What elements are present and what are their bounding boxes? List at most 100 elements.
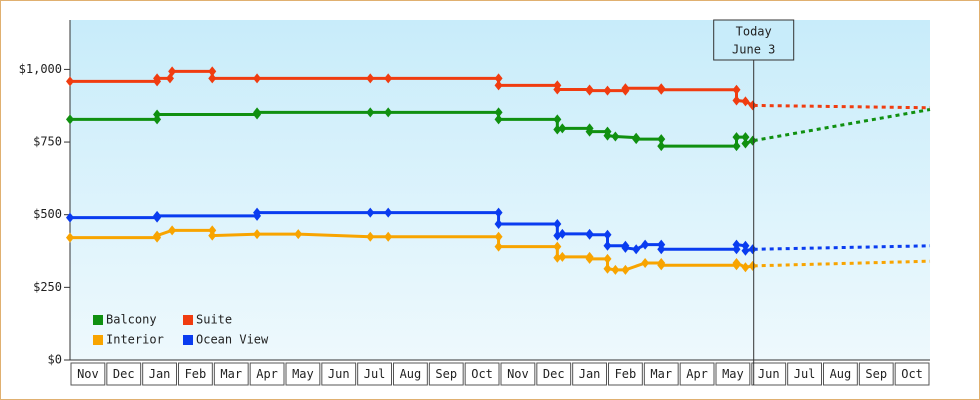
price-point [553, 114, 562, 125]
x-tick-label: Sep [865, 367, 887, 381]
x-tick-label: Nov [507, 367, 529, 381]
y-tick-label: $250 [33, 280, 62, 294]
price-point [657, 141, 666, 152]
price-point [253, 207, 262, 218]
price-point [741, 132, 750, 143]
price-point [553, 84, 562, 95]
legend-swatch [183, 335, 193, 345]
price-point [553, 219, 562, 229]
y-tick-label: $750 [33, 135, 62, 149]
price-point [384, 107, 393, 118]
x-tick-box [787, 362, 823, 386]
price-point [732, 132, 741, 143]
x-tick-box [679, 362, 715, 386]
price-point [494, 241, 503, 252]
today-label: June 3 [732, 43, 775, 57]
x-tick-box [894, 362, 930, 386]
x-tick-box [464, 362, 500, 386]
legend-label: Interior [106, 333, 164, 347]
price-point [66, 76, 74, 87]
x-tick-box [142, 362, 178, 386]
x-tick-box [106, 362, 142, 386]
legend-swatch [93, 335, 103, 345]
legend-label: Balcony [106, 313, 157, 327]
price-point [153, 230, 162, 241]
x-tick-box [357, 362, 392, 386]
price-point [558, 228, 567, 239]
price-point [494, 231, 503, 242]
price-point [208, 225, 217, 236]
price-point [657, 134, 666, 145]
x-tick-label: Feb [615, 367, 637, 381]
price-point [494, 80, 503, 91]
price-point [603, 263, 612, 274]
price-point [253, 107, 262, 118]
price-point [641, 239, 650, 250]
legend-label: Ocean View [196, 333, 269, 347]
price-point [621, 83, 630, 94]
x-tick-box [572, 362, 608, 386]
price-point [168, 225, 177, 236]
price-point [657, 260, 666, 271]
price-point [553, 252, 562, 263]
price-point [553, 241, 562, 252]
price-point [294, 229, 303, 240]
y-tick-label: $500 [33, 207, 62, 221]
x-tick-box [428, 362, 464, 386]
price-point [732, 84, 741, 95]
price-point [253, 73, 262, 84]
x-tick-label: Mar [650, 367, 672, 381]
price-point [603, 240, 612, 251]
x-tick-label: Jun [328, 367, 350, 381]
price-point [253, 229, 262, 240]
price-point [657, 84, 666, 95]
price-point [741, 262, 750, 273]
x-tick-box [70, 362, 106, 386]
price-point [208, 66, 217, 77]
projection-line [753, 103, 931, 110]
x-tick-label: Dec [543, 367, 565, 381]
price-point [558, 251, 567, 262]
x-tick-box [536, 362, 572, 386]
x-tick-box [213, 362, 249, 386]
price-point [585, 229, 594, 240]
price-point [741, 96, 750, 107]
price-point [732, 141, 741, 152]
price-point [748, 244, 757, 255]
price-point [384, 207, 393, 218]
price-point [494, 73, 503, 84]
price-point [558, 123, 567, 134]
price-point [494, 219, 503, 229]
legend-swatch [183, 315, 193, 325]
price-point [66, 114, 74, 125]
price-point [632, 244, 641, 255]
price-point [641, 257, 650, 268]
projection-line [753, 108, 931, 143]
projection-line [753, 259, 931, 268]
x-tick-label: Dec [113, 367, 135, 381]
price-point [603, 85, 612, 96]
price-point [603, 130, 612, 141]
price-point [366, 231, 375, 242]
legend-label: Suite [196, 313, 232, 327]
projection-line [753, 244, 931, 251]
price-point [585, 253, 594, 264]
x-tick-label: Sep [435, 367, 457, 381]
y-tick-label: $0 [48, 353, 62, 367]
y-tick-label: $1,000 [19, 62, 62, 76]
x-tick-box [321, 362, 357, 386]
price-point [585, 126, 594, 137]
x-tick-label: Oct [471, 367, 493, 381]
x-tick-box [285, 362, 321, 386]
x-tick-box [608, 362, 643, 386]
x-tick-box [715, 362, 751, 386]
x-tick-box [751, 362, 787, 386]
price-point [384, 73, 393, 84]
price-point [66, 232, 74, 243]
price-point [632, 134, 641, 145]
price-point [611, 131, 620, 142]
x-tick-label: Jan [579, 367, 601, 381]
price-point [741, 245, 750, 256]
x-tick-label: Jul [364, 367, 386, 381]
